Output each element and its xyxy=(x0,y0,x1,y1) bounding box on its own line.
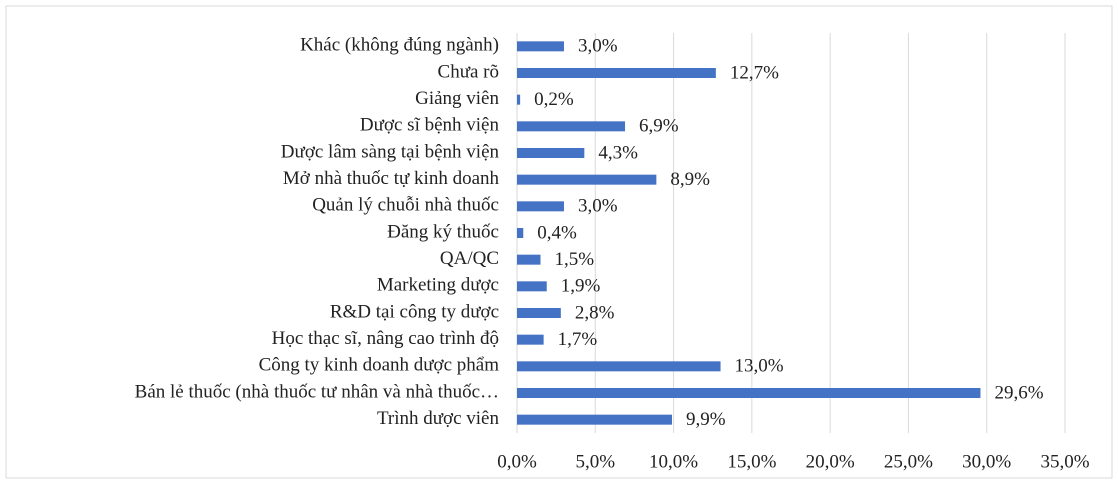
data-label: 13,0% xyxy=(735,356,784,377)
bar xyxy=(517,361,721,372)
bar xyxy=(517,68,716,78)
data-label: 9,9% xyxy=(686,409,726,430)
bar xyxy=(517,281,547,292)
y-tick-label: Giảng viên xyxy=(415,88,499,109)
data-label: 6,9% xyxy=(639,116,679,137)
y-tick-label: Bán lẻ thuốc (nhà thuốc tư nhân và nhà t… xyxy=(135,381,499,402)
y-tick-label: Marketing dược xyxy=(377,275,499,296)
y-tick-label: R&D tại công ty dược xyxy=(330,301,499,322)
x-tick-label: 20,0% xyxy=(806,451,855,472)
y-tick-label: Công ty kinh doanh dược phẩm xyxy=(259,355,500,376)
data-label: 0,4% xyxy=(537,222,577,243)
data-label: 1,9% xyxy=(561,276,601,297)
bar xyxy=(517,174,657,185)
y-tick-label: Chưa rõ xyxy=(438,61,499,82)
bar xyxy=(517,308,561,318)
chart-frame xyxy=(5,5,1113,479)
bar xyxy=(517,94,521,105)
y-tick-label: Mở nhà thuốc tự kinh doanh xyxy=(283,168,500,189)
bar xyxy=(517,41,564,52)
bar xyxy=(517,254,541,265)
x-tick-label: 5,0% xyxy=(575,451,615,472)
bar xyxy=(517,388,981,398)
data-label: 12,7% xyxy=(730,62,779,83)
y-tick-label: Quản lý chuỗi nhà thuốc xyxy=(312,195,499,216)
data-label: 29,6% xyxy=(994,382,1043,403)
data-label: 1,5% xyxy=(554,249,594,270)
data-label: 3,0% xyxy=(578,196,618,217)
bar xyxy=(517,121,626,132)
bar xyxy=(517,148,585,158)
data-label: 0,2% xyxy=(534,89,574,110)
bar xyxy=(517,228,524,238)
x-tick-label: 10,0% xyxy=(649,451,698,472)
bar xyxy=(517,414,673,425)
data-label: 2,8% xyxy=(575,302,615,323)
y-tick-label: Học thạc sĩ, nâng cao trình độ xyxy=(272,328,499,349)
y-tick-label: Dược sĩ bệnh viện xyxy=(360,115,500,136)
y-tick-label: QA/QC xyxy=(440,248,499,269)
data-label: 1,7% xyxy=(558,329,598,350)
x-tick-label: 15,0% xyxy=(727,451,776,472)
bar xyxy=(517,201,564,212)
x-tick-label: 25,0% xyxy=(884,451,933,472)
y-tick-label: Đăng ký thuốc xyxy=(387,221,499,242)
x-tick-label: 0,0% xyxy=(497,451,537,472)
x-tick-label: 30,0% xyxy=(962,451,1011,472)
data-label: 4,3% xyxy=(598,142,638,163)
data-label: 3,0% xyxy=(578,36,618,57)
data-label: 8,9% xyxy=(670,169,710,190)
bar xyxy=(517,334,544,345)
y-tick-label: Dược lâm sàng tại bệnh viện xyxy=(281,141,500,162)
x-tick-label: 35,0% xyxy=(1040,451,1089,472)
y-tick-label: Khác (không đúng ngành) xyxy=(300,35,499,56)
y-tick-label: Trình dược viên xyxy=(377,408,500,429)
